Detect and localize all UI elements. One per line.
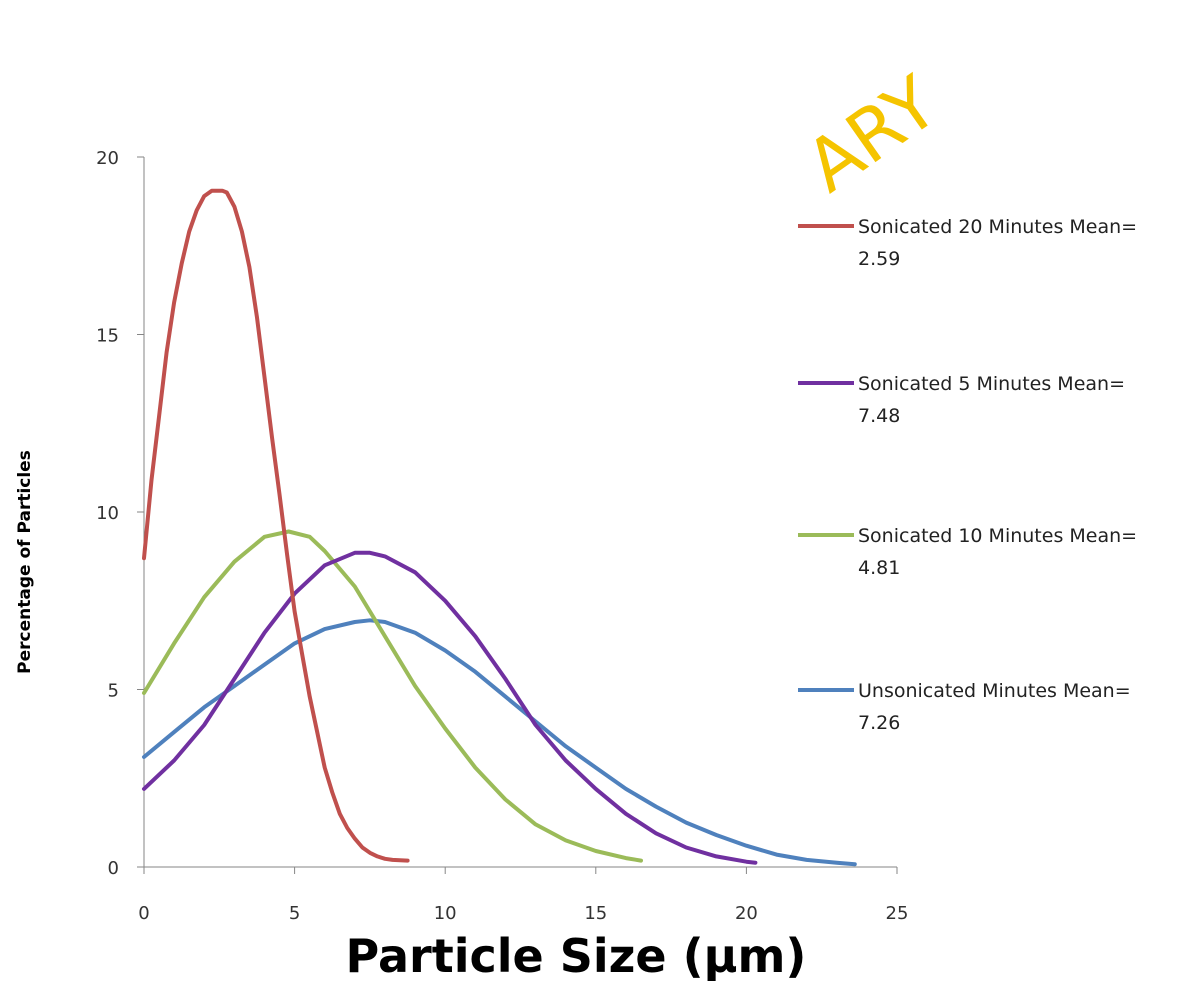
legend-label: Sonicated 10 Minutes Mean= — [858, 525, 1137, 547]
axes — [143, 157, 897, 868]
watermark: ARY — [791, 59, 954, 208]
legend: Sonicated 20 Minutes Mean= 2.59 Sonicated … — [798, 216, 1137, 734]
legend-label: 7.48 — [858, 405, 900, 427]
x-tick-label: 5 — [289, 903, 300, 924]
series-line-2 — [142, 550, 758, 865]
y-tick-label: 0 — [108, 858, 119, 879]
y-tick-label: 10 — [96, 503, 119, 524]
series-lines — [142, 188, 857, 867]
legend-label: 7.26 — [858, 712, 900, 734]
y-axis-label: Percentage of Particles — [15, 450, 35, 674]
x-tick-label: 25 — [886, 903, 909, 924]
series-line-3 — [142, 529, 643, 863]
y-tick-label: 20 — [96, 148, 119, 169]
y-axis-ticks: 0 5 10 15 20 — [96, 148, 144, 879]
x-tick-label: 15 — [584, 903, 607, 924]
watermark-text: ARY — [791, 59, 954, 208]
series-line-1 — [142, 188, 410, 863]
legend-label: 2.59 — [858, 248, 900, 270]
y-tick-label: 5 — [108, 681, 119, 702]
x-axis-label: Particle Size (µm) — [346, 929, 807, 981]
x-tick-label: 0 — [138, 903, 149, 924]
x-tick-label: 10 — [434, 903, 457, 924]
x-axis-ticks: 0 5 10 15 20 25 — [138, 867, 908, 924]
y-tick-label: 15 — [96, 326, 119, 347]
series-line-4 — [142, 618, 857, 867]
legend-label: Sonicated 5 Minutes Mean= — [858, 373, 1125, 395]
legend-label: 4.81 — [858, 557, 900, 579]
legend-label: Sonicated 20 Minutes Mean= — [858, 216, 1137, 238]
x-tick-label: 20 — [735, 903, 758, 924]
legend-label: Unsonicated Minutes Mean= — [858, 680, 1131, 702]
